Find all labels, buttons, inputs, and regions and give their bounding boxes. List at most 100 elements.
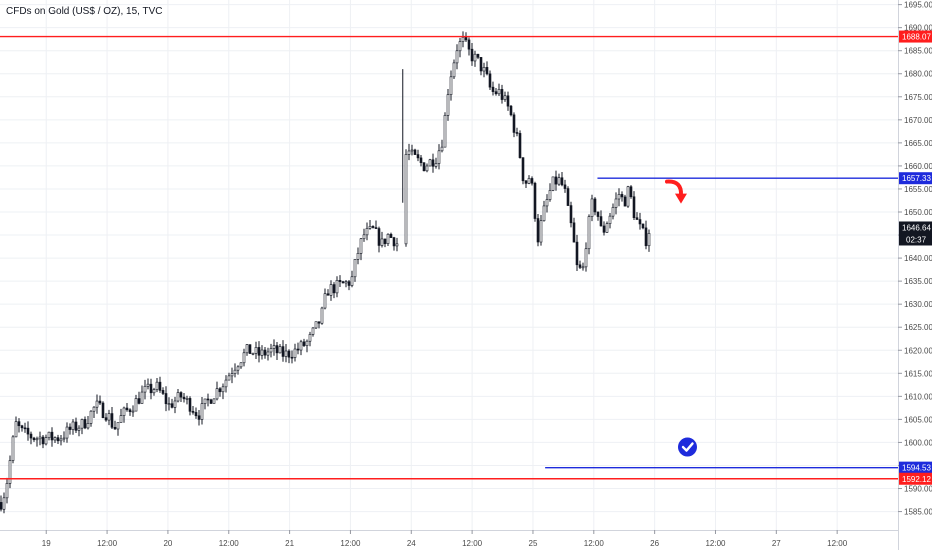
candle xyxy=(293,343,297,362)
candle-body xyxy=(218,388,222,393)
candle-body xyxy=(62,437,66,440)
candle-body xyxy=(389,233,393,238)
candle-body xyxy=(344,281,348,284)
candle xyxy=(29,431,33,445)
candle-body xyxy=(518,133,522,158)
candle-body xyxy=(155,381,159,390)
price-tick-label: 1635.00 xyxy=(904,277,932,286)
candle-body xyxy=(92,406,96,412)
candle-body xyxy=(368,226,372,229)
price-tick-label: 1630.00 xyxy=(904,300,932,309)
candle xyxy=(299,339,303,356)
candle-body xyxy=(617,194,621,200)
candle-body xyxy=(68,426,72,430)
candle xyxy=(635,212,639,220)
candle-body xyxy=(272,345,276,349)
candle-body xyxy=(188,398,192,412)
candle-body xyxy=(95,400,99,408)
candle-body xyxy=(470,48,474,62)
price-level-badge-bg xyxy=(899,472,932,485)
candle xyxy=(473,50,477,67)
candle xyxy=(143,379,147,400)
candle-body xyxy=(578,264,582,268)
candle-body xyxy=(464,37,468,41)
candle xyxy=(62,431,66,443)
price-level-badge: 1657.33 xyxy=(899,172,932,185)
candle xyxy=(158,376,162,393)
candle-body xyxy=(212,398,216,404)
candle xyxy=(374,220,378,229)
candle-body xyxy=(284,350,288,357)
candle-body xyxy=(47,431,51,439)
candle-body xyxy=(260,349,264,356)
candle-body xyxy=(644,227,648,247)
candle xyxy=(104,413,108,422)
candle xyxy=(176,388,180,403)
candle xyxy=(131,405,135,417)
chart-title: CFDs on Gold (US$ / OZ), 15, TVC xyxy=(6,6,163,17)
candle xyxy=(77,425,81,437)
candle-body xyxy=(110,413,114,428)
candle xyxy=(284,343,288,363)
candle xyxy=(11,435,15,464)
candle xyxy=(47,431,51,441)
price-tick-label: 1590.00 xyxy=(904,485,932,494)
candle-body xyxy=(341,281,345,284)
candle xyxy=(590,194,594,222)
candle-body xyxy=(419,157,423,163)
candle xyxy=(509,104,513,117)
candle xyxy=(581,262,585,271)
time-axis[interactable]: 19 12:00 20 12:00 21 12:00 24 12:00 25 12:00 26 12:… xyxy=(0,530,898,548)
candle-body xyxy=(422,162,426,172)
candle xyxy=(341,280,345,284)
candle-body xyxy=(98,400,102,404)
price-tick-label: 1670.00 xyxy=(904,116,932,125)
candle xyxy=(356,247,360,265)
candle xyxy=(0,495,3,512)
candle xyxy=(638,212,642,230)
candle-body xyxy=(581,266,585,269)
candle-body xyxy=(407,150,411,155)
time-tick-label: 25 xyxy=(529,539,538,548)
candle-body xyxy=(569,205,573,224)
price-tick-label: 1680.00 xyxy=(904,70,932,79)
candle-body xyxy=(320,307,324,324)
candle-body xyxy=(491,86,495,92)
candle xyxy=(593,197,597,216)
candle-body xyxy=(179,392,183,398)
candle-body xyxy=(248,344,252,354)
price-tick-label: 1585.00 xyxy=(904,508,932,517)
candle xyxy=(428,158,432,167)
time-tick-label: 12:00 xyxy=(462,539,483,548)
candle xyxy=(317,321,321,329)
candle-body xyxy=(392,237,396,247)
candle xyxy=(218,387,222,397)
candle-body xyxy=(536,218,540,243)
candle xyxy=(383,238,387,248)
candle-body xyxy=(158,381,162,391)
candle xyxy=(14,416,18,438)
candle xyxy=(164,386,168,412)
candle xyxy=(311,327,315,337)
candle-body xyxy=(38,436,42,440)
candle-body xyxy=(482,67,486,72)
price-level-badge: 1594.53 xyxy=(899,461,932,474)
time-tick-label: 12:00 xyxy=(340,539,361,548)
candle-body xyxy=(32,437,36,441)
price-level-badge-bg xyxy=(899,461,932,474)
candle xyxy=(269,343,273,358)
price-axis[interactable]: 1585.001590.001595.001600.001605.001610.… xyxy=(898,0,932,550)
candle-body xyxy=(107,413,111,421)
candle-body xyxy=(380,238,384,246)
candle xyxy=(557,173,561,186)
candle xyxy=(407,143,411,161)
candle-body xyxy=(197,415,201,420)
candle xyxy=(242,348,246,367)
candle-body xyxy=(635,217,639,220)
candle xyxy=(554,170,558,191)
candle-body xyxy=(290,356,294,359)
candle xyxy=(89,410,93,427)
candle xyxy=(437,144,441,170)
candle-body xyxy=(548,190,552,200)
